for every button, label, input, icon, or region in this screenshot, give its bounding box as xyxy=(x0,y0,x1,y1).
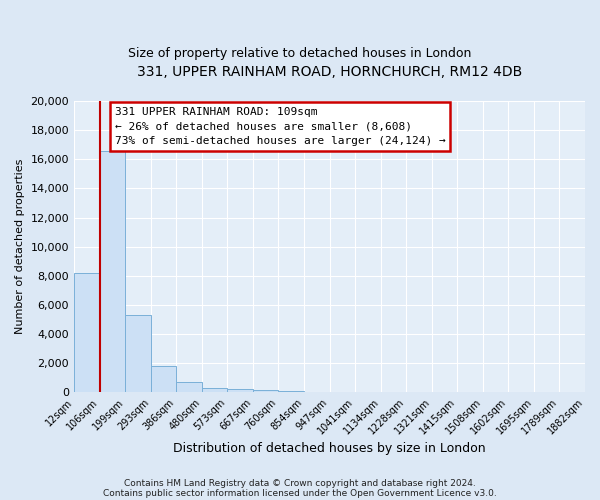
Text: Size of property relative to detached houses in London: Size of property relative to detached ho… xyxy=(128,48,472,60)
Y-axis label: Number of detached properties: Number of detached properties xyxy=(15,159,25,334)
X-axis label: Distribution of detached houses by size in London: Distribution of detached houses by size … xyxy=(173,442,486,455)
Bar xyxy=(74,273,100,392)
Bar xyxy=(100,150,125,392)
Text: Contains public sector information licensed under the Open Government Licence v3: Contains public sector information licen… xyxy=(103,488,497,498)
Bar xyxy=(151,366,176,392)
Bar xyxy=(125,315,151,392)
Bar xyxy=(176,382,202,392)
Bar xyxy=(227,390,253,392)
Bar xyxy=(253,390,278,392)
Bar xyxy=(202,388,227,392)
Bar xyxy=(278,391,304,392)
Title: 331, UPPER RAINHAM ROAD, HORNCHURCH, RM12 4DB: 331, UPPER RAINHAM ROAD, HORNCHURCH, RM1… xyxy=(137,65,522,79)
Text: 331 UPPER RAINHAM ROAD: 109sqm
← 26% of detached houses are smaller (8,608)
73% : 331 UPPER RAINHAM ROAD: 109sqm ← 26% of … xyxy=(115,107,446,146)
Text: Contains HM Land Registry data © Crown copyright and database right 2024.: Contains HM Land Registry data © Crown c… xyxy=(124,478,476,488)
